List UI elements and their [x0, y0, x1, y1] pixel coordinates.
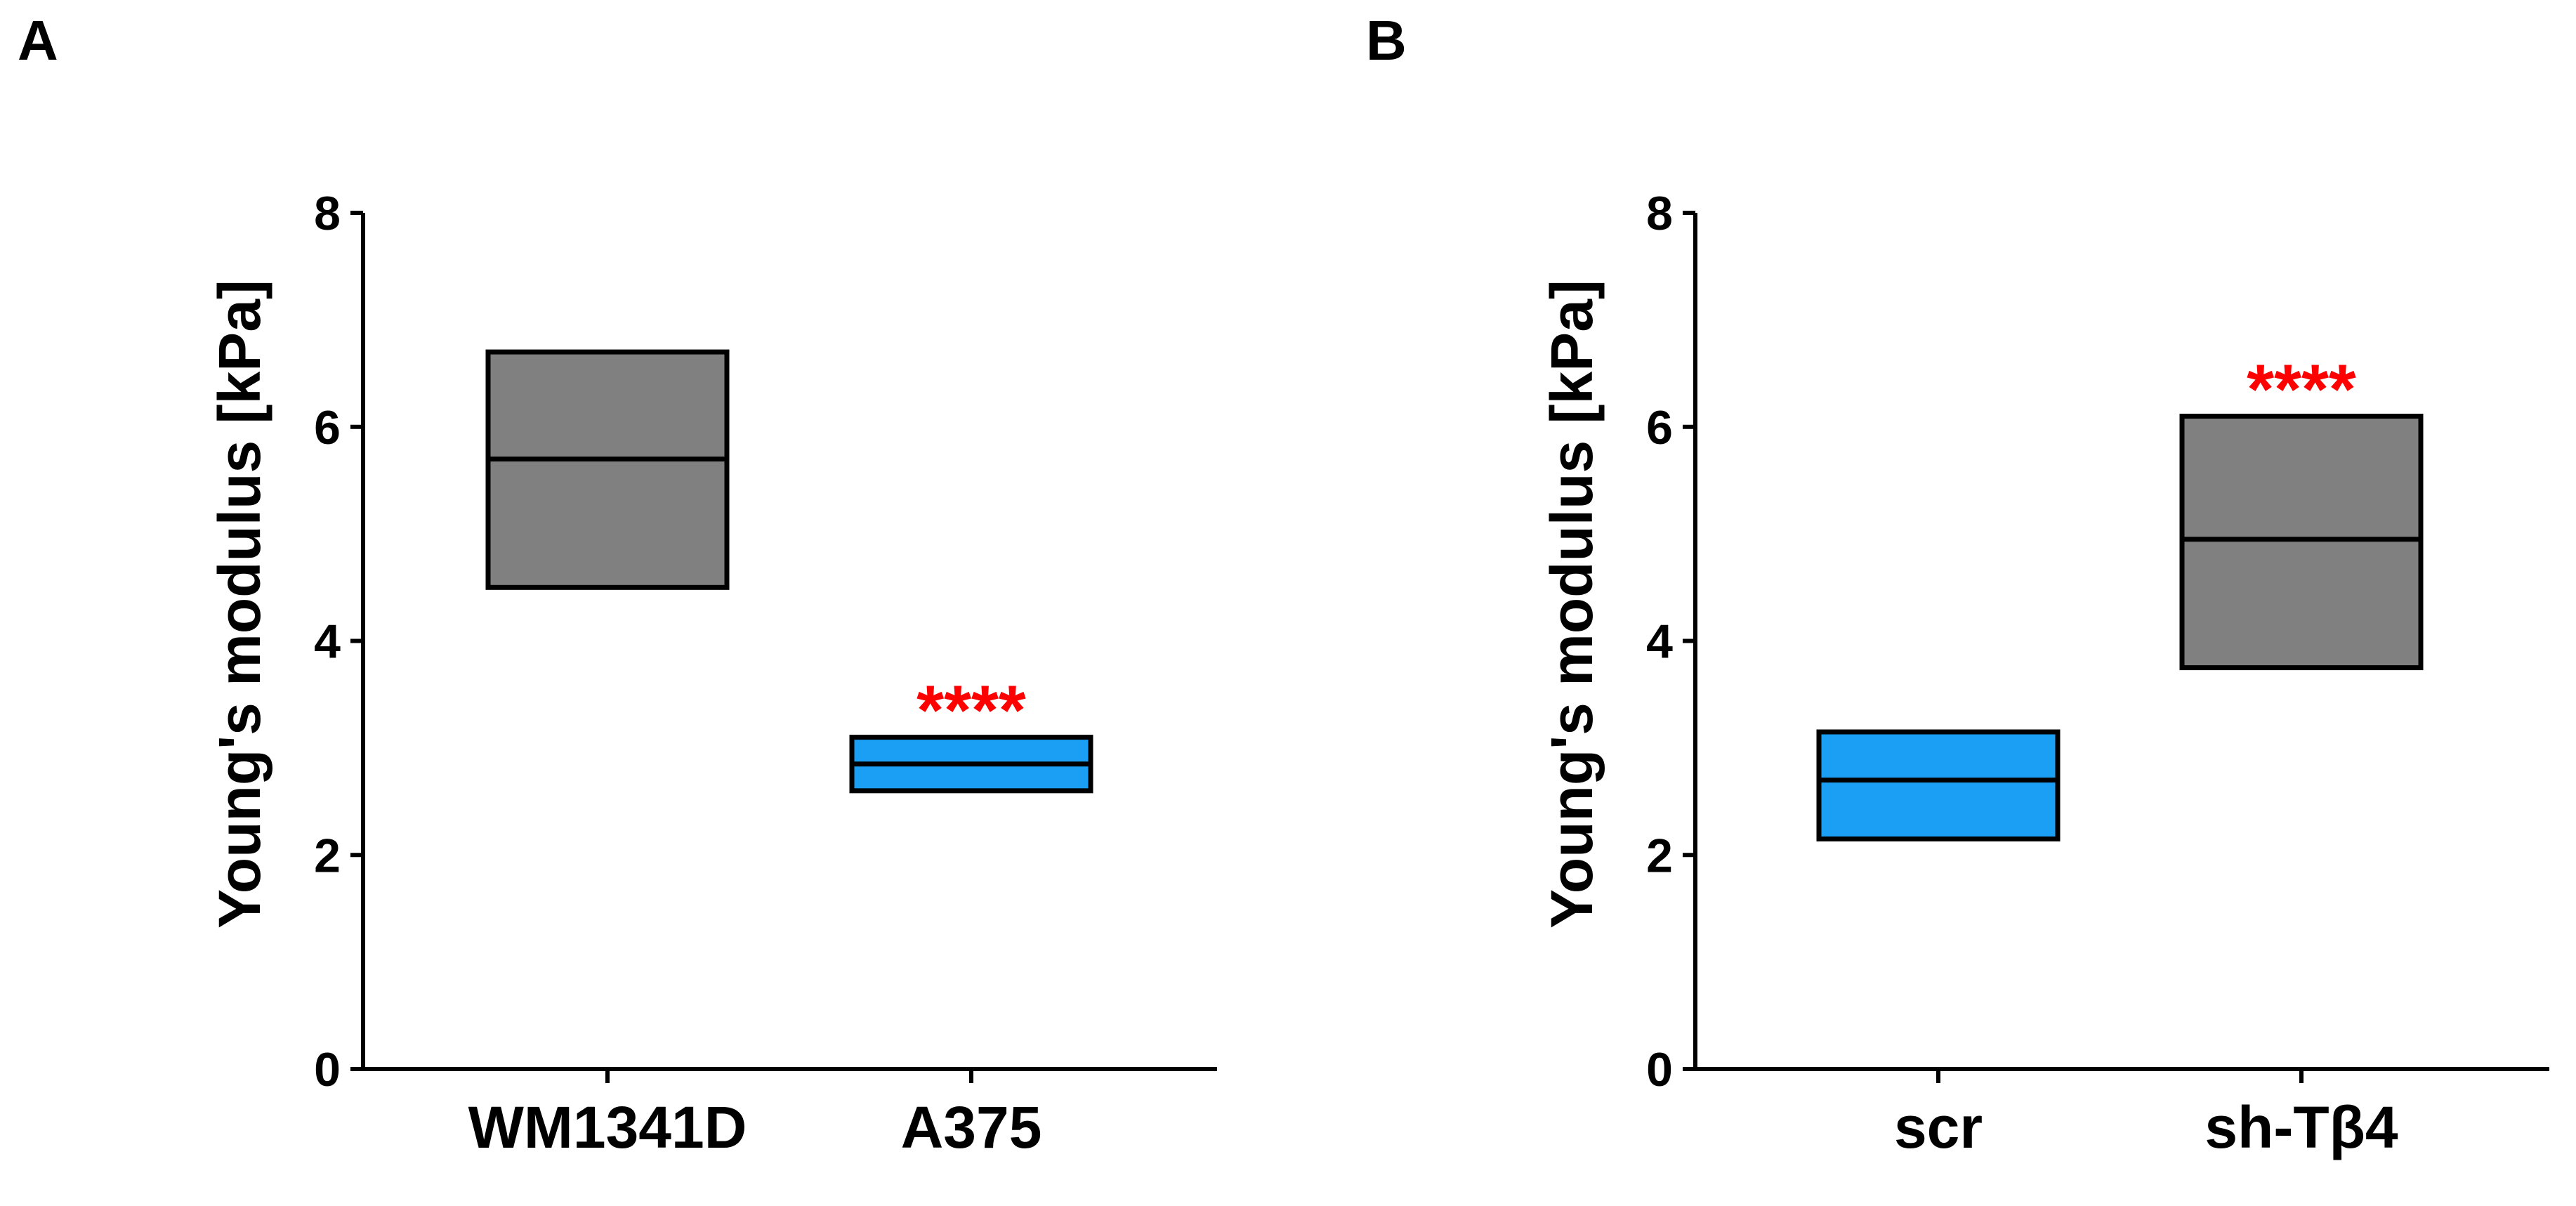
panel-b-y-tick-label: 2 — [1646, 829, 1673, 882]
panel-b-letter: B — [1366, 9, 1407, 72]
panel-b-y-tick-label: 6 — [1646, 401, 1673, 454]
panel-a-y-tick-label: 2 — [314, 829, 341, 882]
panel-b-x-tick-label: sh-Tβ4 — [2204, 1094, 2398, 1160]
panel-a-box-1 — [485, 349, 730, 590]
panel-a-plot-area: 0 2 4 6 8 WM1341D A375 **** — [314, 187, 1217, 1160]
panel-b-y-axis-label: Young's modulus [kPa] — [1539, 280, 1605, 929]
panel-b-y-tick-label: 0 — [1646, 1043, 1673, 1096]
panel-a-x-tick-label: WM1341D — [468, 1094, 747, 1160]
panel-b-x-tick-label: scr — [1894, 1094, 1983, 1160]
panel-b-significance-marker: **** — [2247, 350, 2356, 429]
panel-a-y-axis-label: Young's modulus [kPa] — [206, 280, 272, 929]
panel-a-letter: A — [18, 9, 58, 72]
panel-b-plot-area: 0 2 4 6 8 scr sh-Tβ4 **** — [1646, 187, 2549, 1160]
panel-a-y-tick-label: 6 — [314, 401, 341, 454]
panel-b-box-1 — [1816, 729, 2061, 841]
panel-a-x-tick-label: A375 — [901, 1094, 1042, 1160]
panel-a-significance-marker: **** — [916, 671, 1026, 750]
panel-b-box-2 — [2179, 414, 2424, 671]
panel-a: A Young's modulus [kPa] 0 2 4 6 8 WM1341D A375… — [18, 9, 1217, 1160]
panel-b: B Young's modulus [kPa] 0 2 4 6 8 scr sh-Tβ4 **… — [1366, 9, 2549, 1160]
panel-b-y-tick-label: 8 — [1646, 187, 1673, 240]
panel-a-y-tick-label: 0 — [314, 1043, 341, 1096]
panel-a-y-tick-label: 4 — [314, 615, 341, 669]
panel-b-y-tick-label: 4 — [1646, 615, 1673, 669]
panel-a-y-tick-label: 8 — [314, 187, 341, 240]
